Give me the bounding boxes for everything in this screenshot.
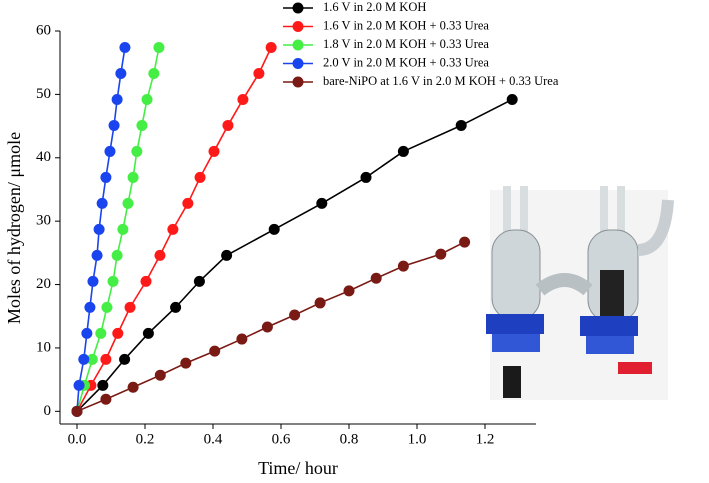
point <box>93 223 105 235</box>
point <box>96 197 108 209</box>
point <box>154 369 166 381</box>
x-tick-label: 1.0 <box>408 431 427 447</box>
point <box>455 119 467 131</box>
series-line <box>76 98 513 412</box>
point <box>127 171 139 183</box>
point <box>127 381 139 393</box>
point <box>289 309 301 321</box>
x-tick-label: 0.6 <box>272 431 291 447</box>
point <box>108 119 120 131</box>
point <box>316 197 328 209</box>
point <box>86 353 98 365</box>
point <box>141 93 153 105</box>
y-tick-label: 0 <box>44 403 52 419</box>
point <box>111 249 123 261</box>
x-tick-label: 0.8 <box>340 431 359 447</box>
point <box>182 197 194 209</box>
y-axis-label: Moles of hydrogen/ μmole <box>4 132 24 324</box>
point <box>435 248 447 260</box>
point <box>97 379 109 391</box>
point <box>107 275 119 287</box>
point <box>111 93 123 105</box>
legend-marker <box>292 58 304 69</box>
point <box>397 145 409 157</box>
point <box>112 327 124 339</box>
point <box>81 327 93 339</box>
legend-marker <box>292 21 304 32</box>
point <box>193 275 205 287</box>
point <box>124 301 136 313</box>
point <box>397 260 409 272</box>
point <box>140 275 152 287</box>
point <box>370 272 382 284</box>
legend-marker <box>292 76 304 88</box>
point <box>221 249 233 261</box>
point <box>100 353 112 365</box>
point <box>208 145 220 157</box>
point <box>209 345 221 357</box>
point <box>87 275 99 287</box>
point <box>101 301 113 313</box>
point <box>506 93 518 105</box>
point <box>180 357 192 369</box>
y-tick-label: 30 <box>36 213 51 229</box>
point <box>100 171 112 183</box>
point <box>170 301 182 313</box>
legend-marker <box>292 2 304 14</box>
point <box>142 327 154 339</box>
point <box>236 333 248 345</box>
x-tick-label: 1.2 <box>476 431 495 447</box>
y-tick-label: 50 <box>36 86 51 102</box>
legend-marker <box>292 39 304 51</box>
point <box>153 41 165 53</box>
point <box>117 223 129 235</box>
legend-label: 1.6 V in 2.0 M KOH <box>323 0 426 14</box>
point <box>360 171 372 183</box>
point <box>71 405 83 417</box>
point <box>100 393 112 405</box>
x-tick-label: 0.0 <box>68 431 87 447</box>
point <box>78 353 90 365</box>
point <box>122 197 134 209</box>
point <box>115 67 127 79</box>
point <box>84 301 96 313</box>
point <box>261 321 273 333</box>
point <box>148 67 160 79</box>
x-tick-label: 0.4 <box>204 431 223 447</box>
legend-label: bare-NiPO at 1.6 V in 2.0 M KOH + 0.33 U… <box>323 74 559 88</box>
legend-label: 2.0 V in 2.0 M KOH + 0.33 Urea <box>323 55 489 69</box>
point <box>459 236 471 248</box>
y-tick-label: 40 <box>36 149 51 165</box>
x-axis-label: Time/ hour <box>258 458 338 478</box>
point <box>136 119 148 131</box>
point <box>167 223 179 235</box>
point <box>265 41 277 53</box>
legend-label: 1.6 V in 2.0 M KOH + 0.33 Urea <box>323 18 489 32</box>
point <box>104 145 116 157</box>
legend-label: 1.8 V in 2.0 M KOH + 0.33 Urea <box>323 37 489 51</box>
y-tick-label: 10 <box>36 339 51 355</box>
x-tick-label: 0.2 <box>136 431 155 447</box>
point <box>95 327 107 339</box>
inset-photo <box>486 186 674 400</box>
point <box>73 379 85 391</box>
point <box>253 67 265 79</box>
y-tick-label: 60 <box>36 22 51 38</box>
point <box>237 93 249 105</box>
point <box>119 41 131 53</box>
point <box>131 145 143 157</box>
y-tick-label: 20 <box>36 276 51 292</box>
point <box>314 297 326 309</box>
point <box>154 249 166 261</box>
point <box>91 249 103 261</box>
point <box>119 353 131 365</box>
point <box>343 285 355 297</box>
point <box>194 171 206 183</box>
point <box>268 223 280 235</box>
point <box>222 119 234 131</box>
